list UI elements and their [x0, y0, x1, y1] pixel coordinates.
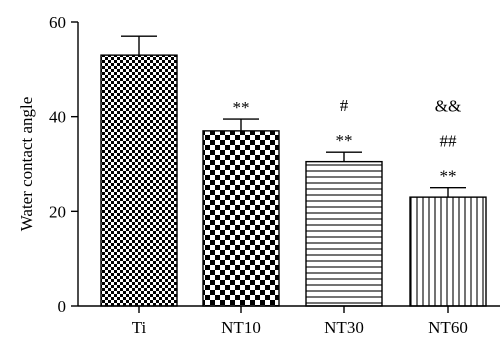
bar-nt10 — [202, 130, 280, 307]
y-tick-label-20: 20 — [49, 202, 66, 221]
y-tick-label-0: 0 — [58, 297, 67, 316]
significance-mark-nt60-1: ## — [440, 132, 458, 151]
y-ticks-layer: 0 20 40 60 — [49, 13, 78, 316]
annotations-layer: ** # ** && ## ** — [233, 96, 462, 186]
bar-nt60 — [409, 196, 487, 307]
x-tick-label-nt10: NT10 — [221, 318, 261, 337]
x-tick-label-nt60: NT60 — [428, 318, 468, 337]
x-ticks-layer: Ti NT10 NT30 NT60 — [132, 306, 468, 337]
y-tick-label-40: 40 — [49, 108, 66, 127]
bar-nt30 — [305, 160, 383, 307]
significance-mark-nt60-0: && — [435, 97, 461, 116]
significance-mark-nt60-2: ** — [440, 167, 457, 186]
y-tick-label-60: 60 — [49, 13, 66, 32]
error-bars-layer — [121, 35, 466, 198]
x-tick-label-nt30: NT30 — [324, 318, 364, 337]
significance-mark-nt30-1: ** — [336, 131, 353, 150]
y-axis-title: Water contact angle — [17, 97, 36, 232]
bar-ti — [100, 54, 178, 307]
significance-mark-nt30-0: # — [340, 96, 349, 115]
x-tick-label-ti: Ti — [132, 318, 147, 337]
bars-layer — [100, 54, 487, 307]
significance-mark-nt10-0: ** — [233, 98, 250, 117]
